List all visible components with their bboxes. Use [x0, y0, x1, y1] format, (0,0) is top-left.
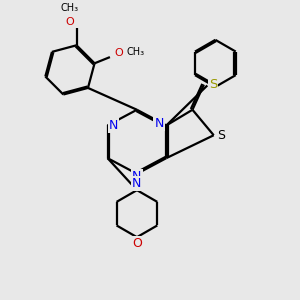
Text: N: N	[109, 119, 118, 132]
Text: O: O	[114, 49, 123, 58]
Text: N: N	[154, 117, 164, 130]
Text: S: S	[209, 78, 217, 91]
Text: S: S	[217, 129, 225, 142]
Text: N: N	[132, 170, 142, 183]
Text: CH₃: CH₃	[60, 3, 78, 13]
Text: O: O	[132, 237, 142, 250]
Text: N: N	[132, 177, 142, 190]
Text: O: O	[65, 17, 74, 27]
Text: CH₃: CH₃	[126, 46, 144, 56]
